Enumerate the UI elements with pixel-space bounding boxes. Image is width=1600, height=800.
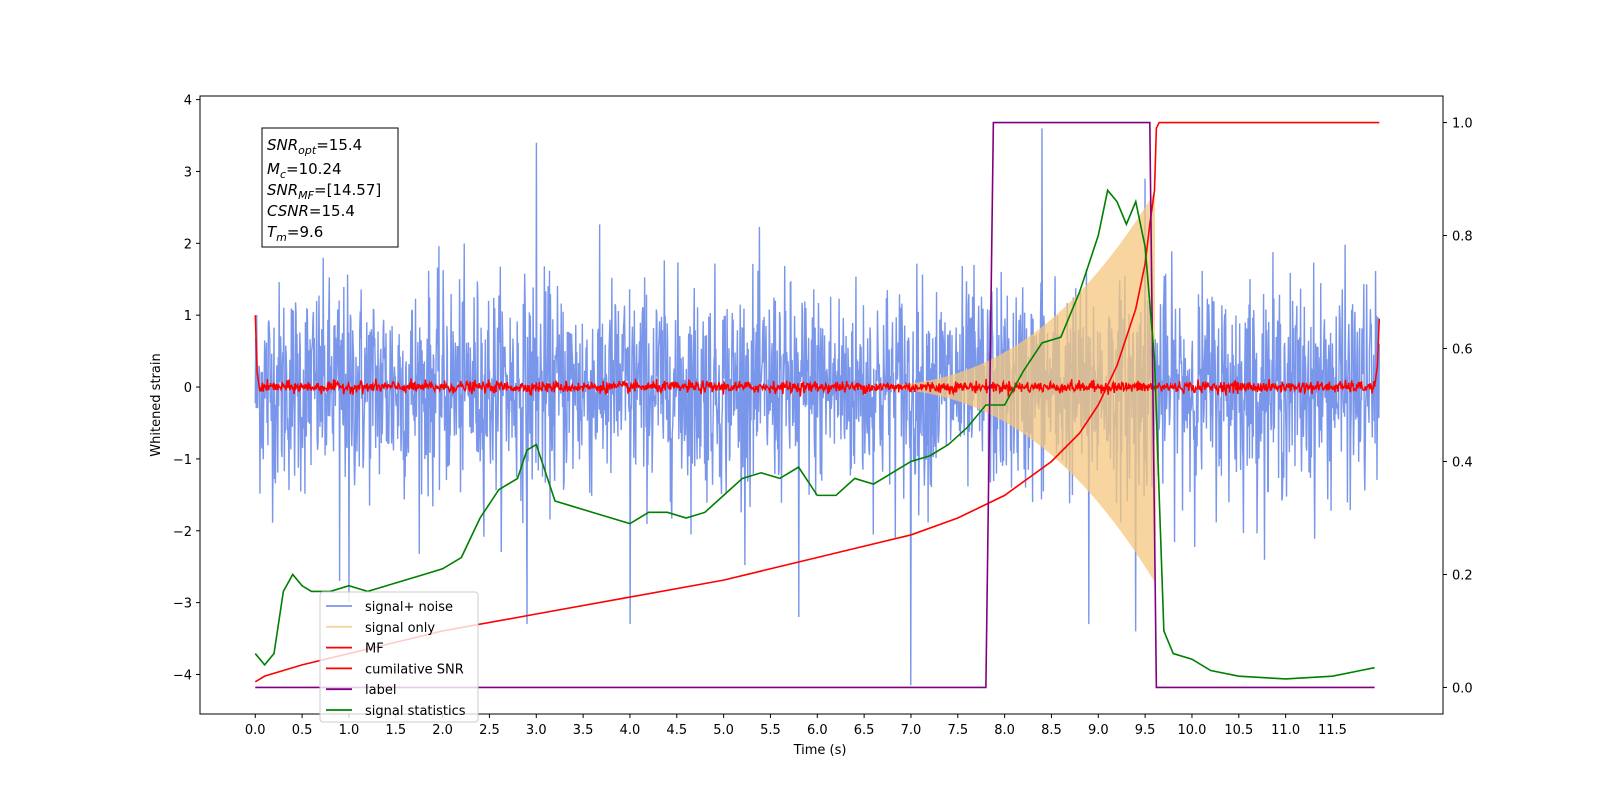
x-tick-label: 2.0 <box>432 723 453 738</box>
y-tick-label-right: 0.6 <box>1452 343 1473 358</box>
info-snr-opt: SNRopt=15.4 <box>267 136 362 157</box>
x-tick-label: 9.5 <box>1135 723 1156 738</box>
plot-frame <box>199 95 1444 715</box>
y-tick-label-right: 0.8 <box>1452 230 1473 245</box>
x-tick-label: 2.5 <box>479 723 500 738</box>
x-tick-label: 10.5 <box>1224 723 1253 738</box>
legend-frame <box>319 591 479 723</box>
info-box: SNRopt=15.4 Mc=10.24 SNRMF=[14.57] CSNR=… <box>261 127 399 248</box>
x-tick-label: 9.0 <box>1088 723 1109 738</box>
y-axis-right: 1.0 0.8 0.6 0.4 0.2 0.0 <box>1443 117 1473 696</box>
series-signal-noise <box>254 128 1380 686</box>
y-tick-label-left: −1 <box>173 453 192 468</box>
x-tick-label: 11.0 <box>1271 723 1300 738</box>
y-tick-label-left: 1 <box>184 309 192 324</box>
x-tick-label: 6.5 <box>854 723 875 738</box>
y-axis-left: 4 3 2 1 0 −1 −2 −3 −4 <box>173 94 200 683</box>
x-tick-label: 4.0 <box>620 723 641 738</box>
y-tick-label-left: −2 <box>173 525 192 540</box>
y-tick-label-right: 1.0 <box>1452 117 1473 132</box>
x-tick-label: 11.5 <box>1318 723 1347 738</box>
x-tick-label: 7.5 <box>947 723 968 738</box>
y-tick-label-left: 0 <box>184 381 192 396</box>
x-axis: 0.0 0.5 1.0 1.5 2.0 2.5 3.0 3.5 4.0 4.5 5.0 5.5 6.0 6… <box>245 714 1347 738</box>
x-tick-label: 8.0 <box>994 723 1015 738</box>
x-tick-label: 10.0 <box>1177 723 1206 738</box>
x-tick-label: 7.0 <box>901 723 922 738</box>
info-box-frame <box>261 127 399 248</box>
legend-label: signal+ noise <box>365 600 453 615</box>
x-tick-label: 6.0 <box>807 723 828 738</box>
legend-label: cumilative SNR <box>365 662 464 677</box>
x-tick-label: 0.5 <box>292 723 313 738</box>
legend-label: MF <box>365 642 384 657</box>
legend: signal+ noise signal only MF cumilative SNR… <box>319 591 479 723</box>
info-snr-mf: SNRMF=[14.57] <box>267 181 381 202</box>
info-mc: Mc=10.24 <box>267 160 342 181</box>
x-tick-label: 5.5 <box>760 723 781 738</box>
info-tm: Tm=9.6 <box>267 223 323 244</box>
y-tick-label-left: −3 <box>173 597 192 612</box>
y-tick-label-left: 4 <box>184 94 192 109</box>
y-tick-label-right: 0.2 <box>1452 568 1473 583</box>
series-mf <box>254 315 1381 397</box>
x-tick-label: 1.5 <box>385 723 406 738</box>
y-tick-label-left: −4 <box>173 668 192 683</box>
legend-label: signal only <box>365 621 435 636</box>
x-tick-label: 4.5 <box>666 723 687 738</box>
x-tick-label: 5.0 <box>713 723 734 738</box>
series-signal-statistics <box>254 188 1375 680</box>
y-tick-label-left: 2 <box>184 237 192 252</box>
legend-label: signal statistics <box>365 704 466 719</box>
x-tick-label: 3.5 <box>573 723 594 738</box>
x-tick-label: 1.0 <box>339 723 360 738</box>
y-tick-label-left: 3 <box>184 165 192 180</box>
y-tick-label-right: 0.4 <box>1452 455 1473 470</box>
legend-label: label <box>365 683 396 698</box>
info-csnr: CSNR=15.4 <box>267 202 355 220</box>
series-label <box>255 121 1375 689</box>
y-tick-label-right: 0.0 <box>1452 681 1473 696</box>
x-axis-label: Time (s) <box>793 743 847 758</box>
y-axis-label: Whitened strain <box>149 353 164 456</box>
x-tick-label: 0.0 <box>245 723 266 738</box>
x-tick-label: 8.5 <box>1041 723 1062 738</box>
legend-items: signal+ noise signal only MF cumilative SNR… <box>326 600 466 719</box>
x-tick-label: 3.0 <box>526 723 547 738</box>
